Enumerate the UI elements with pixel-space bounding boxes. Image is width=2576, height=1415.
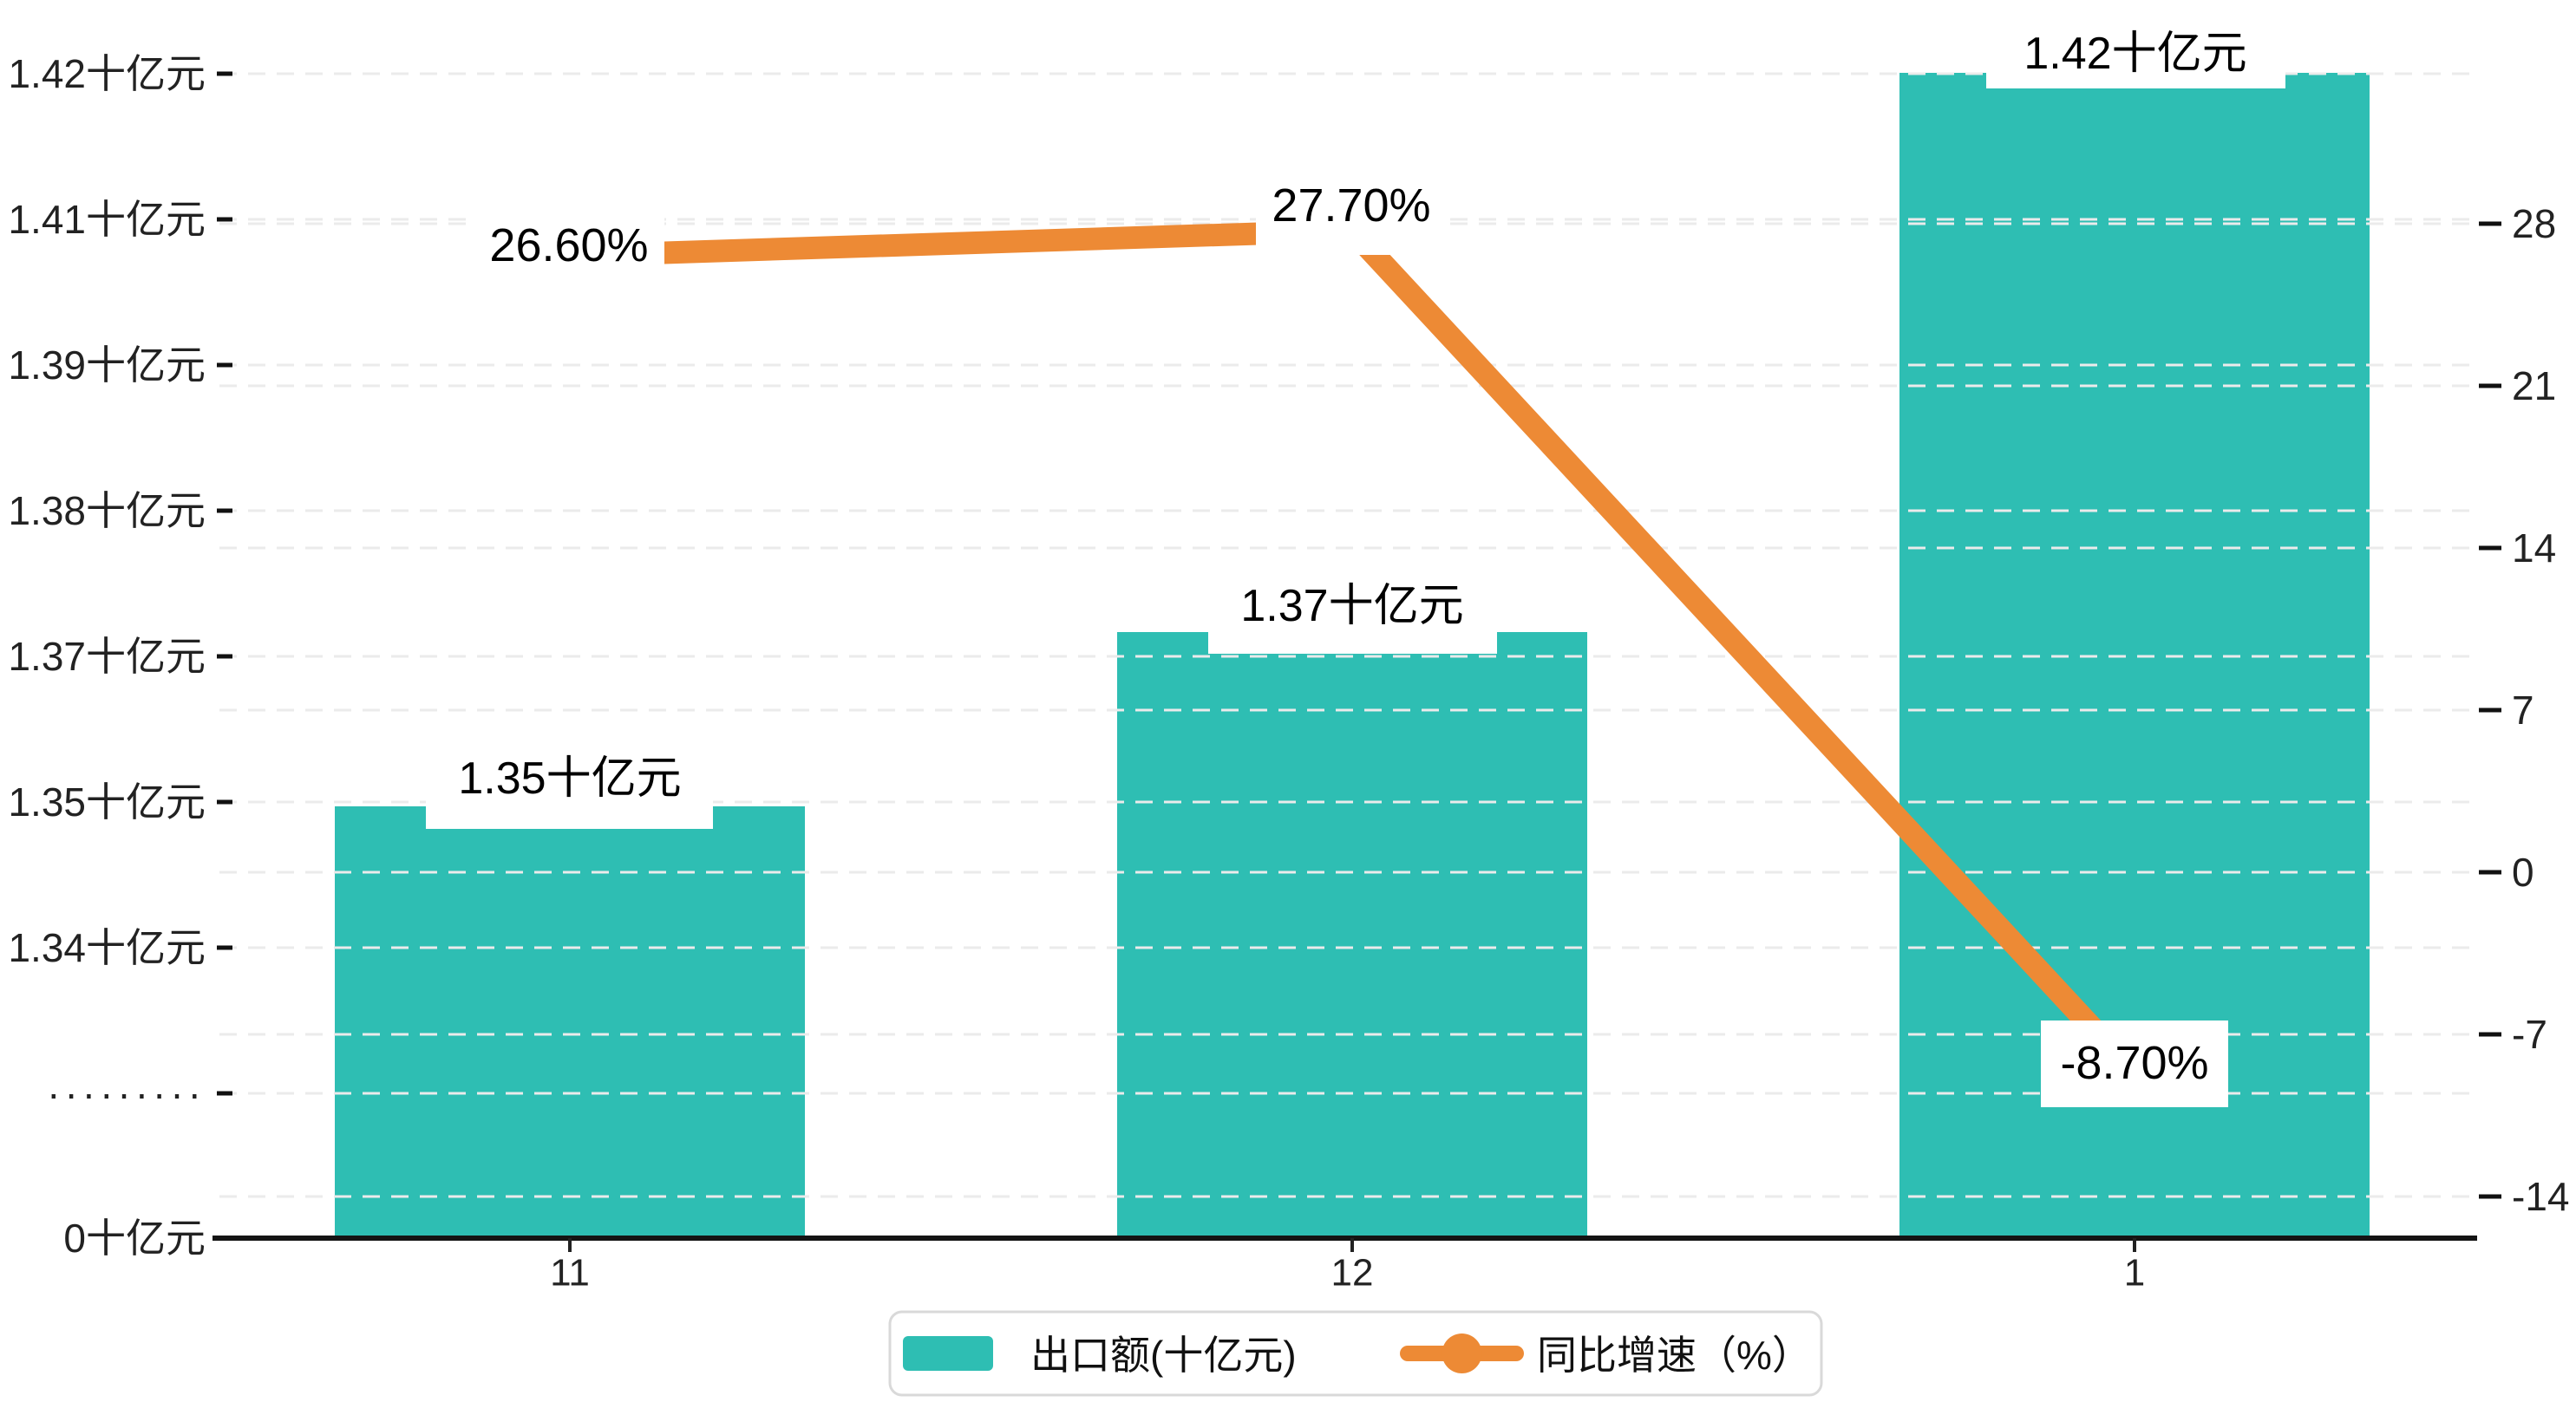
right-axis-tick-label: 21 [2512,363,2556,408]
bar-12[interactable] [1117,632,1587,1238]
left-axis-tick-label: 1.37十亿元 [8,634,206,679]
right-axis-tick-label: -7 [2512,1012,2547,1057]
bar-value-label: 1.37十亿元 [1240,581,1463,631]
x-axis-label: 1 [2124,1252,2145,1294]
left-axis-tick-label: 1.38十亿元 [8,488,206,533]
line-value-label: 27.70% [1272,179,1430,231]
left-axis-tick-label: ········· [47,1071,206,1116]
legend-label-growth[interactable]: 同比增速（%） [1537,1333,1812,1378]
right-axis-tick-label: 7 [2512,688,2534,733]
line-value-label-bg [475,209,664,287]
left-axis-tick-label: 1.41十亿元 [8,197,206,242]
left-axis-tick-label: 1.39十亿元 [8,342,206,388]
left-axis-tick-label: 1.35十亿元 [8,779,206,825]
line-value-label: -8.70% [2060,1037,2208,1089]
legend-label-export[interactable]: 出口额(十亿元) [1030,1333,1297,1378]
legend-line-dot[interactable] [1442,1333,1482,1373]
left-axis-tick-label: 1.34十亿元 [8,925,206,970]
bar-value-label: 1.35十亿元 [458,753,681,804]
bar-11[interactable] [335,806,805,1238]
line-value-label: 26.60% [489,219,648,271]
legend-bar-swatch[interactable] [903,1336,993,1371]
right-axis-tick-label: 0 [2512,850,2534,895]
left-axis-tick-label: 0十亿元 [63,1216,206,1261]
legend: 出口额(十亿元) 同比增速（%） [888,1310,1823,1397]
bar-value-label-bg [1986,23,2285,88]
axes: 1.42十亿元 1.41十亿元 1.39十亿元 1.38十亿元 1.37十亿元 1.35十… [8,51,2569,1294]
right-axis-tick-label: 14 [2512,525,2556,571]
bar-value-label: 1.42十亿元 [2024,29,2246,79]
line-value-label-bg [2041,1020,2228,1107]
right-axis-tick-label: 28 [2512,201,2556,246]
right-axis-tick-label: -14 [2512,1174,2569,1219]
bar-value-label-bg [1208,577,1497,654]
line-value-label-bg [1256,170,1448,255]
bar-value-label-bg [426,751,713,829]
left-axis-tick-label: 1.42十亿元 [8,51,206,96]
x-axis-label: 12 [1331,1252,1374,1294]
legend-box [888,1310,1823,1397]
x-axis-label: 11 [550,1252,590,1294]
value-labels: 1.35十亿元 1.37十亿元 1.42十亿元 26.60% 27.70% -8.70% [426,23,2285,1107]
